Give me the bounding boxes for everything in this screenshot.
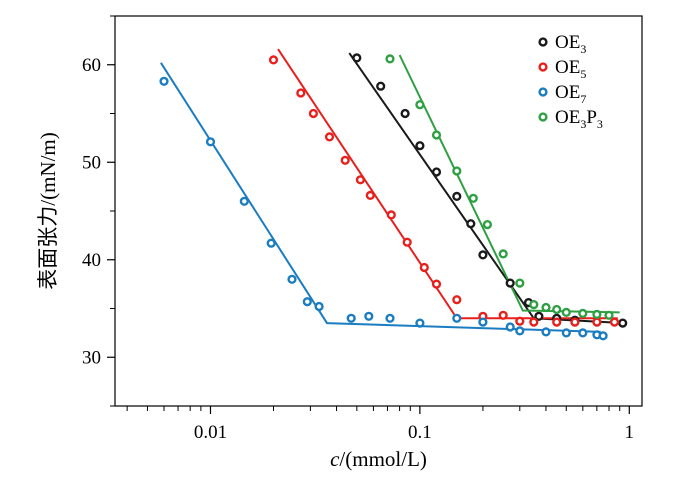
data-point-oe7 xyxy=(266,238,276,248)
data-point-oe5 xyxy=(570,317,580,327)
data-point-oe5 xyxy=(431,279,442,289)
data-point-oe3 xyxy=(400,108,410,119)
data-point-oe7 xyxy=(314,301,324,312)
data-point-oe7 xyxy=(239,196,249,206)
legend-label-oe3p3: OE3P3 xyxy=(555,107,603,131)
data-point-oe5 xyxy=(365,190,375,201)
legend-label-oe5: OE5 xyxy=(555,57,586,81)
data-point-oe5 xyxy=(452,295,462,305)
data-point-oe5 xyxy=(324,132,335,142)
data-point-oe3 xyxy=(618,318,628,328)
data-point-oe7 xyxy=(346,313,356,323)
data-point-oe7 xyxy=(578,328,588,338)
data-point-oe3p3 xyxy=(468,193,478,203)
data-point-oe5 xyxy=(402,237,412,247)
data-point-oe3p3 xyxy=(385,54,395,64)
data-point-oe5 xyxy=(419,262,429,273)
y-tick-label: 50 xyxy=(82,152,101,173)
fit-line-oe3p3 xyxy=(398,54,620,314)
legend-marker-oe3p3 xyxy=(538,112,548,122)
data-point-oe3 xyxy=(466,219,476,229)
data-point-oe5 xyxy=(592,317,602,327)
legend-label-oe7: OE7 xyxy=(555,82,586,106)
data-point-oe5 xyxy=(529,317,539,327)
data-point-oe3p3 xyxy=(482,220,493,230)
data-point-oe3 xyxy=(478,250,488,260)
data-point-oe3p3 xyxy=(541,302,551,313)
data-point-oe5 xyxy=(498,310,508,320)
data-point-oe5 xyxy=(386,210,396,220)
x-tick-label: 1 xyxy=(625,422,635,443)
data-point-oe3p3 xyxy=(415,100,425,110)
y-tick-label: 30 xyxy=(82,347,101,368)
data-point-oe3 xyxy=(452,191,462,202)
data-point-oe3p3 xyxy=(515,278,525,288)
x-axis-label-variable: c xyxy=(330,447,340,471)
legend-marker-oe5 xyxy=(538,62,548,72)
y-axis-label: 表面张力/(mN/m) xyxy=(36,132,60,290)
data-point-oe7 xyxy=(415,318,425,328)
data-point-oe7 xyxy=(515,326,525,336)
data-point-oe7 xyxy=(452,313,462,323)
data-point-oe5 xyxy=(552,317,562,327)
data-point-oe3p3 xyxy=(552,304,562,315)
data-point-oe7 xyxy=(561,328,571,338)
data-point-oe3p3 xyxy=(592,309,602,320)
legend-marker-oe7 xyxy=(538,87,548,97)
data-point-oe3p3 xyxy=(529,300,539,310)
data-point-oe7 xyxy=(205,137,216,147)
data-point-oe5 xyxy=(609,317,620,327)
data-point-oe3 xyxy=(505,278,515,288)
data-point-oe5 xyxy=(296,88,306,98)
data-point-oe3 xyxy=(534,311,544,321)
y-tick-label: 60 xyxy=(82,55,101,76)
data-point-oe7 xyxy=(505,322,515,332)
data-point-oe3p3 xyxy=(561,307,571,318)
data-point-oe7 xyxy=(302,297,312,307)
x-tick-label: 0.01 xyxy=(194,422,227,443)
data-point-oe7 xyxy=(287,274,297,284)
data-point-oe7 xyxy=(364,311,374,321)
data-point-oe7 xyxy=(598,331,608,341)
legend-label-oe3: OE3 xyxy=(555,32,586,56)
y-tick-label: 40 xyxy=(82,250,101,271)
data-point-oe7 xyxy=(159,76,169,86)
x-tick-label: 0.1 xyxy=(408,422,432,443)
legend-marker-oe3 xyxy=(538,37,548,47)
fit-line-oe7 xyxy=(160,62,601,333)
data-point-oe5 xyxy=(268,55,279,65)
data-point-oe7 xyxy=(541,327,551,337)
x-axis-label-unit: /(mmol/L) xyxy=(339,447,427,471)
data-point-oe3p3 xyxy=(498,249,508,259)
data-point-oe3p3 xyxy=(604,310,614,320)
x-axis-label: c/(mmol/L) xyxy=(330,447,427,471)
data-point-oe5 xyxy=(308,108,319,119)
data-point-oe3 xyxy=(415,141,425,151)
data-point-oe5 xyxy=(515,316,525,326)
data-point-oe3 xyxy=(376,81,386,91)
data-point-oe3 xyxy=(431,167,442,177)
data-point-oe3p3 xyxy=(578,308,588,319)
data-point-oe3p3 xyxy=(431,130,442,140)
data-point-oe7 xyxy=(385,313,395,323)
data-point-oe3p3 xyxy=(452,166,462,176)
data-point-oe3 xyxy=(352,53,362,63)
data-point-oe5 xyxy=(340,155,350,165)
data-point-oe7 xyxy=(478,317,488,327)
data-point-oe5 xyxy=(355,175,366,185)
